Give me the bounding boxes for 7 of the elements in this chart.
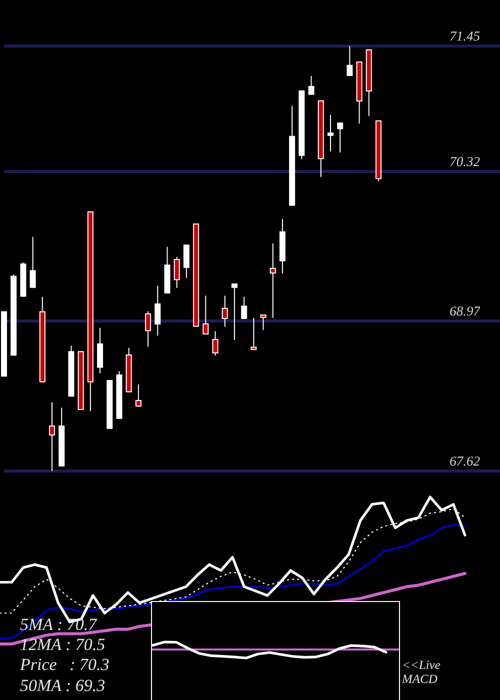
y-tick-label: 71.45: [450, 28, 480, 44]
text: 50MA : 69.3: [20, 676, 106, 696]
text: <<Live MACD: [402, 658, 442, 687]
y-tick-label: 67.62: [450, 454, 480, 469]
y-tick-label: 70.32: [450, 154, 480, 169]
annotation: 12MA : 70.5: [20, 635, 106, 655]
text: Price : 70.3: [20, 655, 110, 675]
